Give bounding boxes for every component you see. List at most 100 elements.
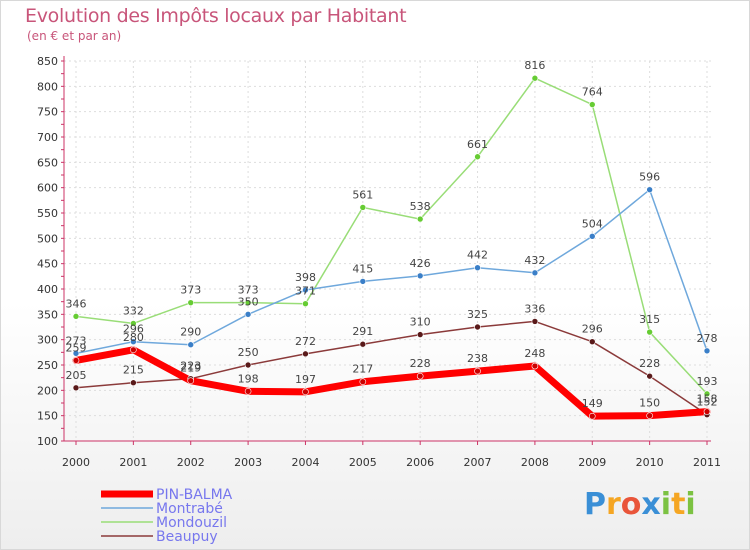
grid (64, 60, 711, 442)
data-label-beaupuy: 228 (639, 357, 660, 370)
data-point-montrab- (244, 311, 252, 318)
y-tick-label: 350 (37, 308, 58, 321)
data-point-montrab- (359, 278, 367, 285)
y-tick-label: 200 (37, 384, 58, 397)
data-label-montrab-: 415 (352, 262, 373, 275)
data-label-beaupuy: 310 (410, 316, 431, 329)
data-labels: 205 215 223 250 272 291 310 325 336 296 228 152 346 3… (66, 59, 718, 410)
data-point-pin-balma (703, 408, 711, 415)
data-point-pin-balma (72, 357, 80, 364)
data-point-montrab- (588, 233, 596, 240)
data-label-beaupuy: 296 (582, 323, 603, 336)
data-label-pin-balma: 150 (639, 397, 660, 410)
data-point-beaupuy (72, 384, 80, 392)
chart-subtitle: (en € et par an) (27, 29, 122, 43)
y-tick-label: 500 (37, 232, 58, 245)
data-point-beaupuy (588, 338, 596, 345)
data-point-montrab- (703, 347, 711, 355)
x-tick-label: 2006 (406, 456, 434, 469)
x-tick-label: 2004 (291, 456, 319, 469)
axes: 100 150 200 250 300 350 400 450 500 550 600 650 700 7… (37, 55, 721, 469)
data-label-beaupuy: 215 (123, 364, 144, 377)
y-tick-label: 850 (37, 55, 58, 68)
data-point-mondouzil (130, 320, 137, 327)
y-tick-label: 400 (37, 283, 58, 296)
data-label-montrab-: 432 (524, 254, 545, 267)
data-label-mondouzil: 538 (410, 200, 431, 213)
x-tick-label: 2002 (177, 456, 205, 469)
data-point-beaupuy (244, 361, 252, 369)
data-point-mondouzil (187, 299, 195, 306)
data-point-mondouzil (416, 215, 424, 223)
data-label-montrab-: 278 (697, 332, 718, 345)
logo-letter: t (671, 487, 686, 522)
chart-title: Evolution des Impôts locaux par Habitant (25, 5, 407, 27)
data-label-beaupuy: 325 (467, 308, 488, 321)
data-point-mondouzil (588, 101, 596, 108)
x-tick-label: 2010 (636, 456, 664, 469)
data-label-mondouzil: 816 (524, 59, 545, 72)
data-label-montrab-: 596 (639, 171, 660, 184)
x-tick-label: 2011 (693, 456, 721, 469)
data-label-montrab-: 290 (180, 326, 201, 339)
data-point-mondouzil (531, 74, 539, 82)
legend-label-montrab-: Montrabé (156, 501, 223, 517)
data-label-mondouzil: 371 (295, 285, 316, 298)
data-label-beaupuy: 152 (697, 396, 718, 409)
series-line-mondouzil (75, 77, 708, 395)
data-label-pin-balma: 219 (180, 362, 201, 375)
data-point-beaupuy (130, 379, 137, 387)
data-point-montrab- (187, 341, 195, 349)
data-label-mondouzil: 373 (180, 284, 201, 297)
y-tick-label: 650 (37, 156, 58, 169)
y-tick-label: 100 (37, 435, 58, 448)
data-point-pin-balma (416, 372, 424, 380)
data-label-beaupuy: 223 (180, 360, 201, 373)
y-tick-label: 550 (37, 207, 58, 220)
data-label-mondouzil: 332 (123, 304, 144, 317)
y-tick-label: 150 (37, 410, 58, 423)
data-point-mondouzil (703, 390, 711, 398)
data-label-montrab-: 296 (123, 323, 144, 336)
data-point-pin-balma (588, 412, 596, 420)
series-markers (72, 74, 711, 420)
series-line-pin-balma (72, 346, 711, 420)
data-label-pin-balma: 228 (410, 357, 431, 370)
x-tick-label: 2009 (578, 456, 606, 469)
data-point-mondouzil (72, 313, 80, 320)
data-point-beaupuy (646, 372, 653, 380)
data-label-mondouzil: 764 (582, 86, 603, 99)
logo-letter: i (685, 487, 696, 522)
data-point-beaupuy (302, 350, 309, 358)
data-label-beaupuy: 291 (352, 325, 373, 338)
data-point-mondouzil (302, 300, 309, 307)
data-label-montrab-: 504 (582, 217, 603, 230)
x-tick-label: 2005 (349, 456, 377, 469)
data-label-mondouzil: 661 (467, 138, 488, 151)
data-label-beaupuy: 336 (524, 302, 545, 315)
data-label-mondouzil: 561 (352, 188, 373, 201)
x-tick-label: 2001 (119, 456, 147, 469)
data-label-pin-balma: 198 (238, 372, 259, 385)
data-label-montrab-: 398 (295, 271, 316, 284)
data-point-pin-balma (531, 362, 539, 370)
data-point-montrab- (646, 186, 653, 193)
data-point-pin-balma (646, 412, 653, 419)
legend-label-mondouzil: Mondouzil (156, 515, 227, 531)
series-lines (72, 77, 711, 420)
y-tick-label: 800 (37, 80, 58, 93)
y-tick-label: 450 (37, 258, 58, 271)
logo-letter: i (660, 487, 672, 522)
x-tick-label: 2008 (521, 456, 549, 469)
data-label-mondouzil: 373 (238, 284, 259, 297)
y-tick-label: 750 (37, 106, 58, 119)
data-point-pin-balma (187, 377, 195, 385)
x-tick-label: 2000 (62, 456, 90, 469)
data-label-montrab-: 273 (66, 334, 87, 347)
data-label-mondouzil: 315 (639, 313, 660, 326)
data-label-beaupuy: 272 (295, 335, 316, 348)
data-label-pin-balma: 259 (66, 341, 87, 354)
